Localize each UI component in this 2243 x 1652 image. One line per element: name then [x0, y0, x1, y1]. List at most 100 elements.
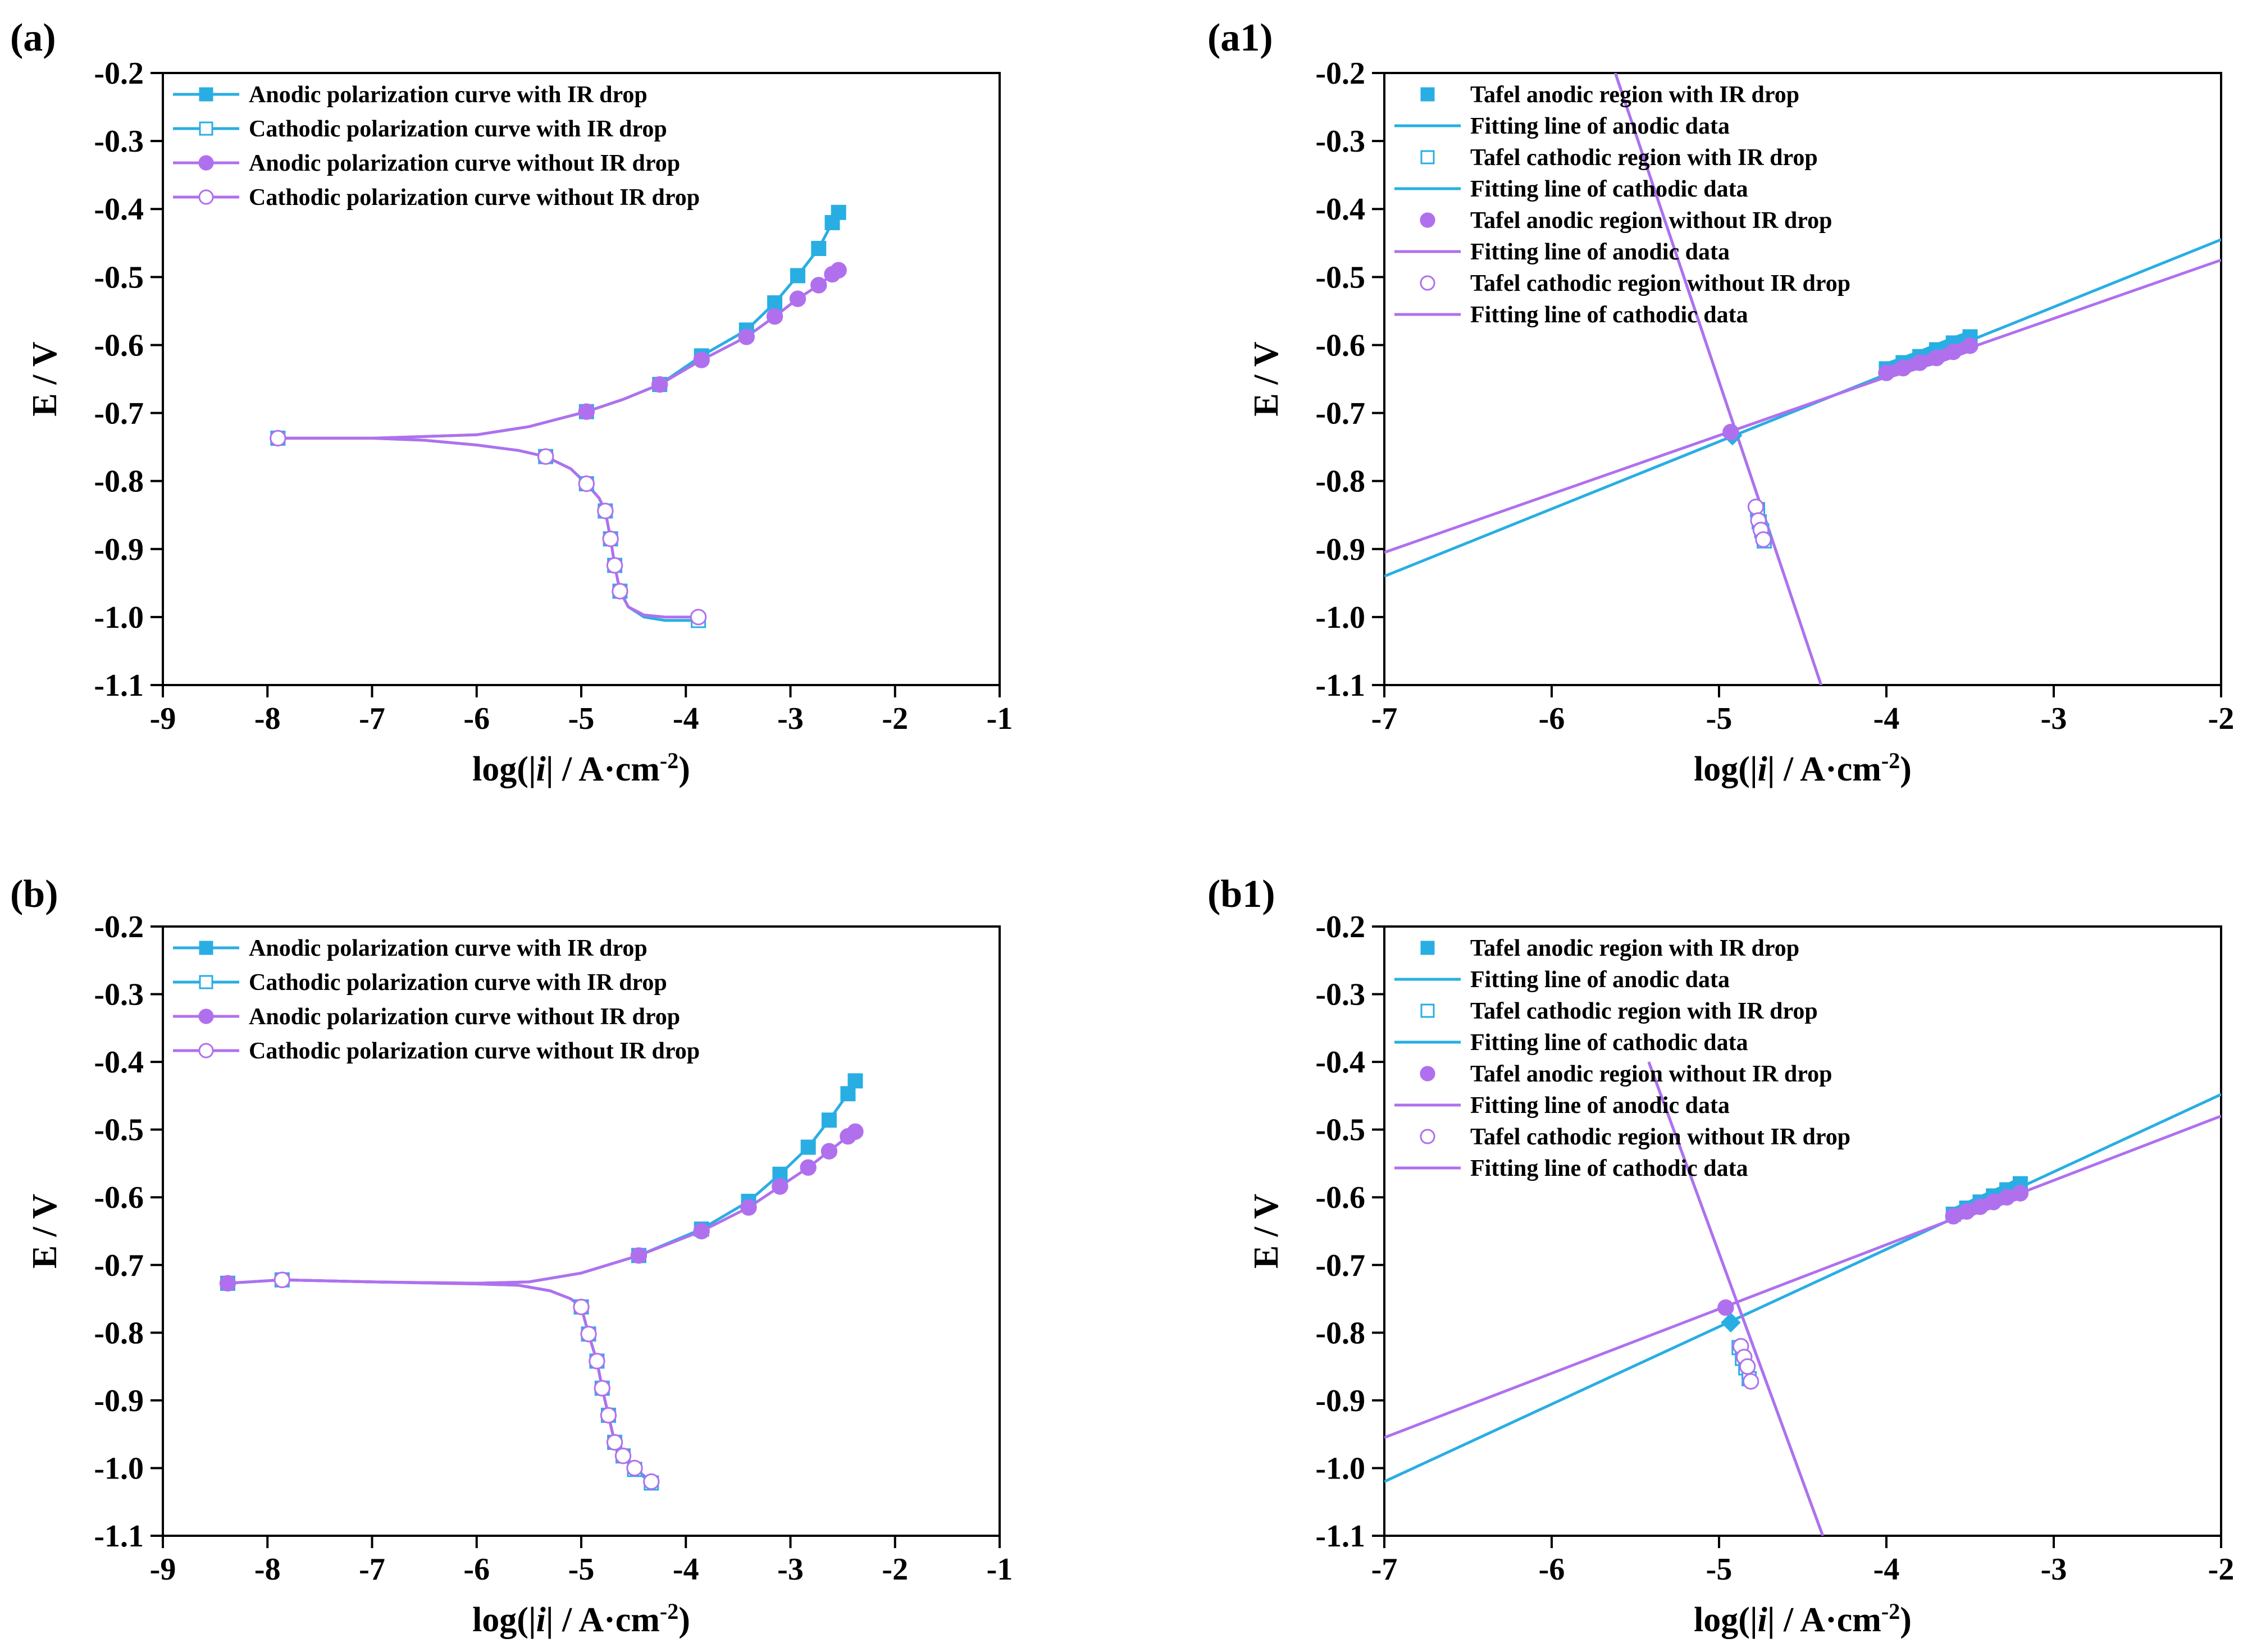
x-axis-label-part: i [536, 750, 546, 788]
data-point [1755, 531, 1772, 548]
legend-label: Anodic polarization curve with IR drop [249, 935, 648, 961]
legend-label: Tafel cathodic region without IR drop [1470, 1124, 1850, 1150]
data-point [767, 295, 783, 311]
panel-label: (a) [10, 16, 56, 60]
y-tick-label: -0.5 [94, 260, 144, 295]
series-line [277, 211, 840, 440]
legend-label: Tafel anodic region with IR drop [1470, 82, 1799, 108]
y-tick-label: -0.3 [1315, 978, 1365, 1012]
y-tick-label: -0.6 [94, 328, 144, 363]
legend-label: Fitting line of anodic data [1470, 113, 1730, 139]
legend-label: Fitting line of anodic data [1470, 967, 1730, 993]
x-axis-label-part: ) [1900, 750, 1912, 788]
y-tick-label: -1.1 [94, 1519, 144, 1554]
data-point [606, 1434, 623, 1451]
data-point [740, 1199, 757, 1216]
legend: Tafel anodic region with IR drop Fitting … [1394, 935, 1850, 1181]
legend-marker [199, 87, 213, 102]
legend-marker [1420, 150, 1435, 165]
y-tick-label: -1.0 [94, 600, 144, 635]
legend-label: Cathodic polarization curve with IR drop [249, 116, 667, 142]
legend-label: Fitting line of cathodic data [1470, 1030, 1748, 1056]
panel-label: (b) [10, 873, 58, 916]
y-tick-label: -0.9 [1315, 532, 1365, 567]
x-tick-label: -5 [568, 1552, 595, 1587]
y-tick-label: -0.6 [1315, 328, 1365, 363]
panel-a1: (a1) -7 -6 -5 -4 -3 -2 -0.2 -0.3 -0.4 -0.5 -0.6 -0.7… [1207, 16, 2234, 788]
data-point [738, 328, 755, 345]
y-tick-label: -0.2 [94, 910, 144, 944]
y-tick-label: -0.8 [1315, 1316, 1365, 1350]
x-tick-label: -7 [1371, 701, 1398, 736]
data-point [270, 430, 286, 447]
data-point [594, 1380, 610, 1397]
x-tick-label: -6 [1539, 1552, 1565, 1587]
legend-marker [198, 1043, 214, 1058]
y-tick-label: -1.1 [94, 668, 144, 703]
y-tick-label: -0.4 [94, 1045, 144, 1080]
series-line [277, 269, 840, 440]
x-tick-label: -4 [1873, 1552, 1900, 1587]
legend-label: Fitting line of anodic data [1470, 239, 1730, 265]
x-axis-label-part: | / A·cm [1767, 750, 1881, 788]
data-point [597, 503, 614, 519]
legend-marker [1420, 1129, 1435, 1144]
legend-marker [1420, 275, 1435, 291]
x-tick-label: -3 [2041, 1552, 2067, 1587]
y-tick-label: -1.0 [1315, 600, 1365, 635]
data-point [766, 308, 783, 325]
y-tick-label: -0.5 [1315, 1113, 1365, 1148]
series-line [277, 436, 699, 619]
legend-marker [198, 1008, 214, 1024]
data-point [1717, 1299, 1734, 1316]
y-tick-label: -0.9 [94, 532, 144, 567]
legend-label: Fitting line of cathodic data [1470, 176, 1748, 202]
x-tick-label: -8 [254, 701, 281, 736]
y-tick-label: -0.6 [94, 1180, 144, 1215]
legend: Tafel anodic region with IR drop Fitting … [1394, 82, 1850, 328]
data-point [1747, 498, 1765, 515]
x-tick-label: -2 [2208, 701, 2235, 736]
data-point [790, 268, 806, 284]
legend-label: Fitting line of anodic data [1470, 1093, 1730, 1119]
legend-label: Tafel anodic region with IR drop [1470, 935, 1799, 961]
legend: Anodic polarization curve with IR drop Ca… [173, 935, 700, 1064]
plot-area [1384, 1061, 2221, 1536]
legend-label: Tafel anodic region without IR drop [1470, 1061, 1832, 1087]
y-tick-label: -0.9 [1315, 1384, 1365, 1418]
data-point [820, 1143, 838, 1160]
data-point [578, 403, 595, 420]
y-tick-label: -0.8 [94, 464, 144, 499]
data-point [1998, 1189, 2016, 1206]
y-tick-label: -0.5 [94, 1113, 144, 1148]
y-tick-label: -0.3 [94, 978, 144, 1012]
x-axis-label-part: i [536, 1601, 546, 1639]
x-tick-label: -8 [254, 1552, 281, 1587]
legend-label: Cathodic polarization curve without IR d… [249, 185, 700, 211]
plot-frame [1383, 925, 2222, 1537]
legend-marker [199, 975, 213, 989]
data-point [1895, 359, 1912, 377]
legend-label: Fitting line of cathodic data [1470, 302, 1748, 328]
y-axis-label: E / V [1247, 1194, 1285, 1268]
y-tick-label: -0.3 [1315, 124, 1365, 159]
plot-area [270, 204, 847, 628]
panel-b1: (b1) -7 -6 -5 -4 -3 -2 -0.2 -0.3 -0.4 -0.5 -0.6 -0.7… [1207, 873, 2234, 1639]
y-tick-label: -0.9 [94, 1384, 144, 1418]
x-tick-label: -5 [1706, 1552, 1733, 1587]
y-tick-label: -1.1 [1315, 668, 1365, 703]
legend-label: Cathodic polarization curve with IR drop [249, 970, 667, 996]
data-point [1878, 364, 1895, 381]
data-point [847, 1123, 864, 1140]
x-tick-label: -9 [150, 1552, 176, 1587]
x-axis-label: log(|i| / A·cm-2) [1694, 748, 1912, 789]
data-point [1722, 423, 1739, 441]
x-axis-label-part: log(| [1694, 1601, 1758, 1639]
x-axis-label-part: log(| [472, 1601, 536, 1639]
x-axis-label-part: ) [678, 750, 690, 788]
x-axis-label-part: | / A·cm [546, 1601, 660, 1639]
y-tick-label: -0.4 [1315, 1045, 1365, 1080]
legend-label: Fitting line of cathodic data [1470, 1156, 1748, 1181]
data-point [831, 204, 846, 220]
x-tick-label: -5 [1706, 701, 1733, 736]
